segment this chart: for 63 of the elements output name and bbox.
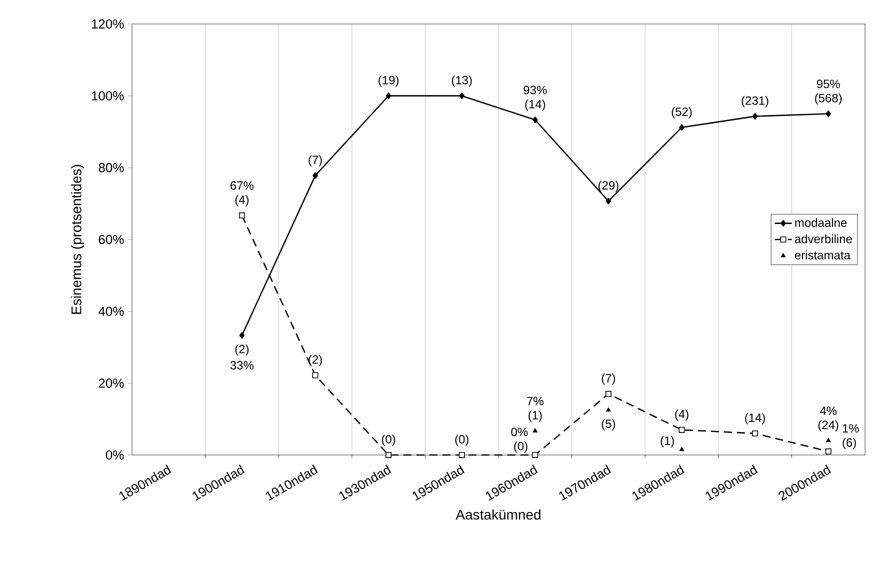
- y-tick-label: 20%: [98, 378, 124, 388]
- legend-label: adverbiline: [794, 234, 852, 244]
- annotation: (1): [528, 410, 542, 422]
- annotation: 33%: [230, 361, 254, 370]
- annotation: (13): [452, 76, 472, 87]
- annotation: (19): [378, 76, 398, 87]
- annotation: 1%: [842, 424, 859, 433]
- point: [679, 446, 684, 452]
- annotation: 95%: [816, 80, 840, 88]
- annotation: (1): [660, 436, 674, 448]
- point: [386, 452, 392, 458]
- annotation: (24): [818, 420, 838, 432]
- annotation: 93%: [524, 86, 547, 94]
- point: [239, 332, 245, 339]
- annotation: (7): [308, 155, 322, 166]
- point: [312, 172, 318, 179]
- y-tick-label: 100%: [92, 91, 124, 100]
- annotation: (52): [672, 107, 692, 118]
- point: [826, 438, 831, 442]
- point: [238, 212, 245, 218]
- annotation: (2): [235, 344, 249, 356]
- point: [386, 92, 392, 100]
- y-tick-label: 40%: [98, 306, 124, 316]
- annotation: 0%: [511, 428, 528, 436]
- y-tick-label: 0%: [106, 450, 124, 460]
- point: [826, 110, 831, 118]
- y-tick-label: 120%: [92, 19, 124, 29]
- annotation: (568): [815, 94, 842, 105]
- annotation: (14): [525, 100, 546, 111]
- point: [532, 428, 538, 432]
- point: [678, 426, 685, 433]
- annotation: (29): [598, 180, 618, 192]
- y-tick-label: 80%: [98, 163, 124, 172]
- point: [679, 124, 684, 131]
- legend-label: eristamata: [794, 250, 850, 260]
- point: [458, 452, 465, 458]
- annotation: 7%: [527, 396, 544, 406]
- annotation: (0): [455, 434, 468, 446]
- annotation: (5): [602, 419, 616, 430]
- point: [532, 452, 538, 458]
- annotation: (6): [842, 438, 856, 450]
- annotation: (231): [742, 96, 768, 108]
- legend-label: modaalne: [795, 218, 847, 227]
- x-axis-title: Aastakümned: [456, 509, 540, 520]
- annotation: 67%: [230, 181, 254, 190]
- annotation: (4): [235, 195, 249, 206]
- point: [532, 116, 538, 124]
- point: [605, 390, 612, 397]
- point: [312, 372, 318, 378]
- y-tick-label: 60%: [98, 234, 124, 244]
- point: [606, 198, 612, 204]
- point: [459, 92, 464, 100]
- point: [825, 448, 832, 454]
- point: [606, 407, 611, 412]
- annotation: (4): [675, 410, 688, 421]
- point: [752, 113, 758, 120]
- annotation: 4%: [820, 406, 837, 415]
- annotation: (0): [514, 442, 528, 453]
- annotation: (0): [382, 434, 396, 446]
- y-axis-title: Esinemus (protsentides): [71, 164, 84, 314]
- point: [752, 430, 758, 436]
- annotation: (14): [745, 413, 765, 424]
- annotation: (7): [602, 374, 616, 385]
